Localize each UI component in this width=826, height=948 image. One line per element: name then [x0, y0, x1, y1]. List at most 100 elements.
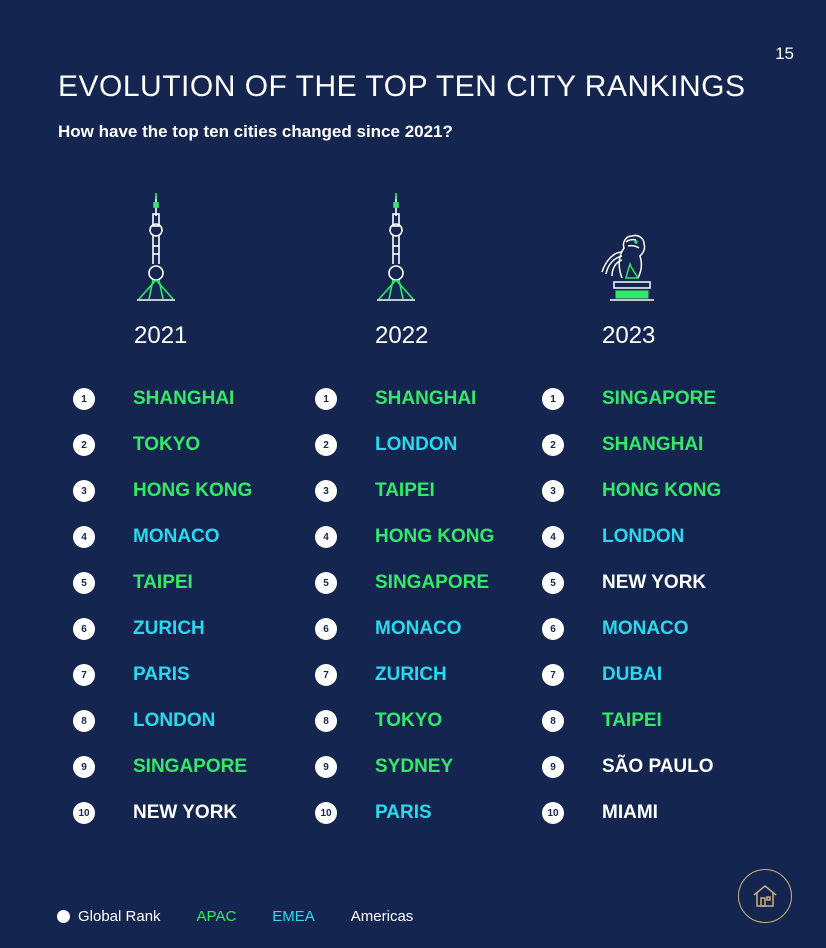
- city-name: HONG KONG: [133, 480, 253, 501]
- list-item: 8 TOKYO: [315, 698, 494, 744]
- global-rank-badge: 1: [73, 388, 95, 410]
- list-item: 2 LONDON: [315, 422, 494, 468]
- global-rank-badge: 10: [315, 802, 337, 824]
- legend-emea: EMEA: [272, 908, 315, 925]
- global-rank-badge: 4: [542, 526, 564, 548]
- global-rank-badge: 7: [315, 664, 337, 686]
- page-title: EVOLUTION OF THE TOP TEN CITY RANKINGS: [58, 70, 746, 103]
- city-name: SÃO PAULO: [602, 756, 714, 777]
- list-item: 7 DUBAI: [542, 652, 721, 698]
- list-item: 1 SINGAPORE: [542, 376, 721, 422]
- global-rank-badge: 7: [542, 664, 564, 686]
- global-rank-badge: 8: [542, 710, 564, 732]
- list-item: 6 MONACO: [542, 606, 721, 652]
- list-item: 9 SYDNEY: [315, 744, 494, 790]
- global-rank-dot-icon: [57, 910, 70, 923]
- city-name: TOKYO: [133, 434, 201, 455]
- city-name: LONDON: [133, 710, 216, 731]
- list-item: 1 SHANGHAI: [315, 376, 494, 422]
- city-name: TAIPEI: [375, 480, 435, 501]
- global-rank-badge: 1: [315, 388, 337, 410]
- global-rank-badge: 8: [73, 710, 95, 732]
- global-rank-badge: 6: [73, 618, 95, 640]
- city-name: SHANGHAI: [133, 388, 235, 409]
- global-rank-badge: 5: [73, 572, 95, 594]
- city-name: HONG KONG: [602, 480, 722, 501]
- list-item: 5 SINGAPORE: [315, 560, 494, 606]
- city-name: LONDON: [375, 434, 458, 455]
- ranking-list: 1 SINGAPORE 2 SHANGHAI 3 HONG KONG 4 LONDON 5 NEW…: [542, 376, 721, 836]
- list-item: 8 LONDON: [73, 698, 252, 744]
- list-item: 10 MIAMI: [542, 790, 721, 836]
- city-name: MIAMI: [602, 802, 658, 823]
- city-name: SINGAPORE: [602, 388, 717, 409]
- global-rank-badge: 1: [542, 388, 564, 410]
- year-label: 2021: [134, 322, 188, 349]
- list-item: 7 ZURICH: [315, 652, 494, 698]
- global-rank-badge: 3: [542, 480, 564, 502]
- merlion-icon: [592, 190, 672, 305]
- list-item: 10 PARIS: [315, 790, 494, 836]
- global-rank-badge: 6: [315, 618, 337, 640]
- list-item: 4 LONDON: [542, 514, 721, 560]
- global-rank-badge: 4: [73, 526, 95, 548]
- list-item: 2 SHANGHAI: [542, 422, 721, 468]
- global-rank-badge: 3: [315, 480, 337, 502]
- list-item: 7 PARIS: [73, 652, 252, 698]
- city-name: PARIS: [133, 664, 190, 685]
- city-name: ZURICH: [375, 664, 447, 685]
- list-item: 4 HONG KONG: [315, 514, 494, 560]
- oriental-pearl-tower-icon: [357, 190, 437, 305]
- list-item: 10 NEW YORK: [73, 790, 252, 836]
- global-rank-badge: 9: [73, 756, 95, 778]
- list-item: 6 ZURICH: [73, 606, 252, 652]
- list-item: 3 HONG KONG: [542, 468, 721, 514]
- list-item: 3 TAIPEI: [315, 468, 494, 514]
- city-name: PARIS: [375, 802, 432, 823]
- global-rank-badge: 5: [315, 572, 337, 594]
- list-item: 3 HONG KONG: [73, 468, 252, 514]
- home-button[interactable]: [738, 869, 792, 923]
- page-number: 15: [775, 44, 794, 63]
- global-rank-badge: 2: [542, 434, 564, 456]
- global-rank-badge: 9: [542, 756, 564, 778]
- city-name: NEW YORK: [133, 802, 238, 823]
- global-rank-badge: 7: [73, 664, 95, 686]
- global-rank-badge: 3: [73, 480, 95, 502]
- list-item: 9 SINGAPORE: [73, 744, 252, 790]
- list-item: 4 MONACO: [73, 514, 252, 560]
- legend: Global Rank APAC EMEA Americas: [57, 908, 449, 925]
- legend-americas: Americas: [350, 908, 414, 925]
- city-name: ZURICH: [133, 618, 205, 639]
- city-name: SYDNEY: [375, 756, 454, 777]
- global-rank-badge: 2: [315, 434, 337, 456]
- city-name: MONACO: [602, 618, 689, 639]
- city-name: SHANGHAI: [375, 388, 477, 409]
- legend-global-rank: Global Rank: [78, 908, 161, 925]
- city-name: TAIPEI: [133, 572, 193, 593]
- list-item: 1 SHANGHAI: [73, 376, 252, 422]
- global-rank-badge: 9: [315, 756, 337, 778]
- city-name: MONACO: [375, 618, 462, 639]
- city-name: SINGAPORE: [375, 572, 490, 593]
- city-name: TOKYO: [375, 710, 443, 731]
- page-subtitle: How have the top ten cities changed sinc…: [58, 122, 453, 141]
- city-name: SINGAPORE: [133, 756, 248, 777]
- city-name: MONACO: [133, 526, 220, 547]
- list-item: 9 SÃO PAULO: [542, 744, 721, 790]
- global-rank-badge: 4: [315, 526, 337, 548]
- list-item: 8 TAIPEI: [542, 698, 721, 744]
- global-rank-badge: 2: [73, 434, 95, 456]
- global-rank-badge: 6: [542, 618, 564, 640]
- city-name: LONDON: [602, 526, 685, 547]
- global-rank-badge: 10: [73, 802, 95, 824]
- global-rank-badge: 10: [542, 802, 564, 824]
- city-name: SHANGHAI: [602, 434, 704, 455]
- city-name: TAIPEI: [602, 710, 662, 731]
- oriental-pearl-tower-icon: [117, 190, 197, 305]
- list-item: 2 TOKYO: [73, 422, 252, 468]
- global-rank-badge: 5: [542, 572, 564, 594]
- ranking-list: 1 SHANGHAI 2 LONDON 3 TAIPEI 4 HONG KONG 5 SINGAP…: [315, 376, 494, 836]
- city-name: NEW YORK: [602, 572, 707, 593]
- legend-apac: APAC: [196, 908, 237, 925]
